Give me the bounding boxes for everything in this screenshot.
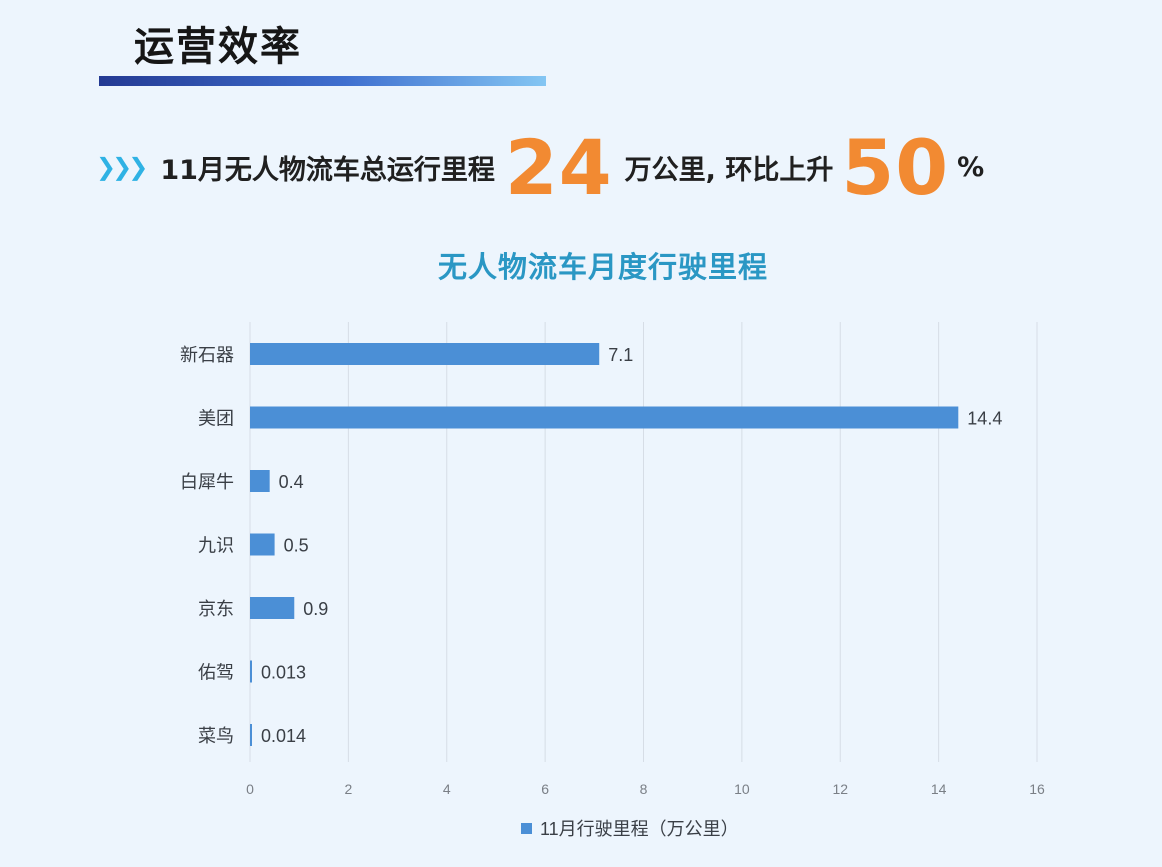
category-label: 白犀牛 [180, 472, 234, 492]
data-label: 7.1 [608, 345, 633, 365]
headline-middle: 万公里, 环比上升 [624, 154, 834, 186]
data-label: 0.4 [279, 472, 304, 492]
x-tick-label: 12 [832, 781, 848, 797]
bar [250, 343, 600, 365]
bar [250, 406, 959, 429]
headline-growth-value: 50 [841, 122, 950, 212]
data-label: 0.9 [303, 599, 328, 619]
headline-summary: ❯❯❯ 11月无人物流车总运行里程 24 万公里, 环比上升 50 % [96, 112, 984, 222]
category-label: 菜鸟 [198, 726, 234, 746]
title-underline [99, 76, 546, 86]
chart-title: 无人物流车月度行驶里程 [437, 250, 768, 284]
data-label: 0.014 [261, 726, 306, 746]
chevron-right-icon: ❯❯❯ [96, 153, 148, 181]
x-tick-label: 0 [246, 781, 254, 797]
data-label: 0.5 [284, 536, 309, 556]
bar [250, 597, 295, 619]
bar [250, 533, 275, 556]
x-tick-label: 10 [734, 781, 750, 797]
x-tick-label: 8 [640, 781, 648, 797]
legend-label: 11月行驶里程（万公里） [540, 819, 739, 839]
bar [250, 470, 270, 492]
category-label: 佑驾 [198, 663, 234, 683]
x-tick-label: 14 [931, 781, 947, 797]
category-label: 美团 [198, 409, 234, 429]
headline-mileage-value: 24 [504, 122, 613, 212]
x-tick-label: 6 [541, 781, 549, 797]
category-label: 新石器 [180, 345, 234, 365]
data-label: 14.4 [967, 409, 1002, 429]
x-tick-label: 4 [443, 781, 451, 797]
x-tick-label: 16 [1029, 781, 1045, 797]
x-tick-label: 2 [344, 781, 352, 797]
legend-swatch [521, 823, 532, 834]
bar [250, 724, 252, 746]
headline-percent-sign: % [957, 151, 985, 183]
page-title: 运营效率 [134, 24, 302, 70]
headline-prefix: 11月无人物流车总运行里程 [160, 154, 495, 186]
bar [250, 660, 252, 683]
category-label: 京东 [198, 599, 234, 619]
category-label: 九识 [198, 536, 234, 556]
data-label: 0.013 [261, 663, 306, 683]
